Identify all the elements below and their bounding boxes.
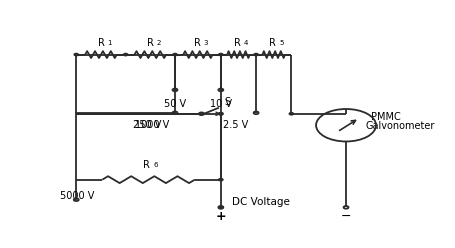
Text: 1: 1 bbox=[107, 40, 112, 46]
Text: 1000 V: 1000 V bbox=[135, 121, 169, 130]
Text: +: + bbox=[216, 210, 226, 223]
Text: DC Voltage: DC Voltage bbox=[233, 197, 290, 207]
Text: S: S bbox=[224, 97, 231, 107]
Circle shape bbox=[219, 53, 223, 56]
Text: R: R bbox=[269, 38, 276, 48]
Circle shape bbox=[254, 53, 258, 56]
Text: R: R bbox=[234, 38, 241, 48]
Text: 2.5 V: 2.5 V bbox=[222, 121, 248, 130]
Text: R: R bbox=[97, 38, 104, 48]
Text: Galvonometer: Galvonometer bbox=[365, 121, 435, 131]
Text: 10 V: 10 V bbox=[210, 99, 232, 109]
Text: 5: 5 bbox=[279, 40, 283, 46]
Circle shape bbox=[173, 53, 177, 56]
Text: 2: 2 bbox=[157, 40, 161, 46]
Text: R: R bbox=[147, 38, 154, 48]
Text: R: R bbox=[143, 160, 150, 170]
Text: −: − bbox=[341, 210, 351, 223]
Text: 250 V: 250 V bbox=[133, 121, 161, 130]
Circle shape bbox=[219, 206, 223, 209]
Text: 3: 3 bbox=[203, 40, 208, 46]
Text: 4: 4 bbox=[244, 40, 248, 46]
Text: R: R bbox=[194, 38, 201, 48]
Text: PMMC: PMMC bbox=[371, 112, 400, 122]
Circle shape bbox=[219, 179, 223, 181]
Circle shape bbox=[219, 113, 223, 115]
Text: 6: 6 bbox=[153, 162, 157, 168]
Circle shape bbox=[289, 113, 293, 115]
Text: 50 V: 50 V bbox=[164, 99, 186, 109]
Circle shape bbox=[219, 113, 223, 115]
Circle shape bbox=[74, 53, 78, 56]
Text: 5000 V: 5000 V bbox=[61, 191, 95, 201]
Circle shape bbox=[123, 53, 128, 56]
